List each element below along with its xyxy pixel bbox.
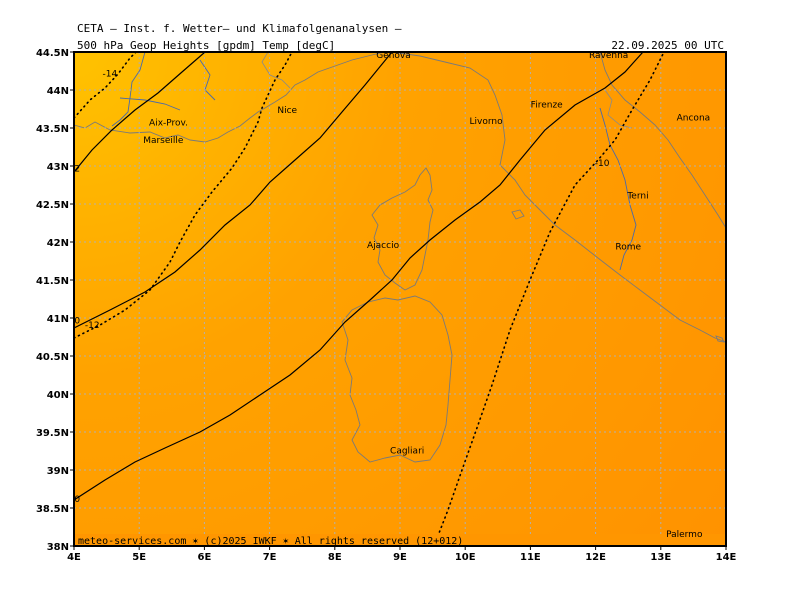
city-label: Marseille [143,136,184,146]
city-label: Terni [626,192,648,202]
y-tick-label: 40N [47,390,69,401]
isotherms [74,52,665,546]
x-tick-label: 5E [132,552,146,563]
contour-labels: -14 -12 -10 2 0 0 [74,69,609,505]
city-label: Nice [277,106,297,116]
contour-label: -12 [85,321,100,331]
x-tick-label: 13E [650,552,671,563]
chart-header-valid-time: 22.09.2025 00 UTC [611,39,724,52]
contour-label: 0 [74,495,80,505]
graticule [74,52,726,546]
longitude-axis: 4E 5E 6E 7E 8E 9E 10E 11E 12E 13E 14E [67,546,737,563]
city-label: Aix-Prov. [149,119,188,129]
x-tick-label: 9E [393,552,407,563]
y-tick-label: 38.5N [36,504,69,515]
x-tick-label: 8E [328,552,342,563]
contour-label: 0 [74,316,80,326]
chart-header-source: CETA — Inst. f. Wetter— und Klimafolgena… [77,22,402,35]
city-label: Ajaccio [367,241,400,251]
x-tick-label: 11E [520,552,541,563]
y-tick-label: 40.5N [36,352,69,363]
contour-label: 2 [74,164,80,174]
y-tick-label: 38N [47,542,69,553]
contour-label: -10 [595,159,610,169]
borders [261,52,633,129]
city-label: Ravenna [589,51,628,61]
x-tick-label: 12E [585,552,606,563]
y-tick-label: 44.5N [36,48,69,59]
y-tick-label: 39.5N [36,428,69,439]
y-tick-label: 44N [47,86,69,97]
y-tick-label: 39N [47,466,69,477]
copyright-credit: meteo-services.com ✶ (c)2025 IWKF ✶ All … [78,536,463,547]
rivers [111,52,637,271]
city-label: Ancona [677,113,711,123]
city-label: Livorno [470,117,504,127]
y-tick-label: 42N [47,238,69,249]
y-tick-label: 42.5N [36,200,69,211]
x-tick-label: 14E [716,552,737,563]
y-tick-label: 41.5N [36,276,69,287]
y-tick-label: 43N [47,162,69,173]
y-tick-label: 41N [47,314,69,325]
coastlines [74,52,726,546]
city-label: Rome [615,243,641,253]
footer-band [74,534,726,546]
x-tick-label: 4E [67,552,81,563]
y-tick-label: 43.5N [36,124,69,135]
x-tick-label: 10E [455,552,476,563]
city-label: Firenze [531,100,563,110]
city-label: Cagliari [390,446,424,456]
city-labels: Genova Ravenna Nice Firenze Aix-Prov. Ancona L… [143,51,710,540]
height-contours [74,52,644,501]
latitude-axis: 44.5N 44N 43.5N 43N 42.5N 42N 41.5N 41N 40.5N 40N… [36,48,74,553]
city-label: Palermo [666,530,703,540]
chart-header-parameter: 500_hPa_Geop_Heights_[gpdm]_Temp_[degC] [77,39,336,52]
x-tick-label: 7E [263,552,277,563]
x-tick-label: 6E [198,552,212,563]
map-layers [74,52,726,546]
contour-label: -14 [103,69,118,79]
city-label: Genova [376,51,411,61]
